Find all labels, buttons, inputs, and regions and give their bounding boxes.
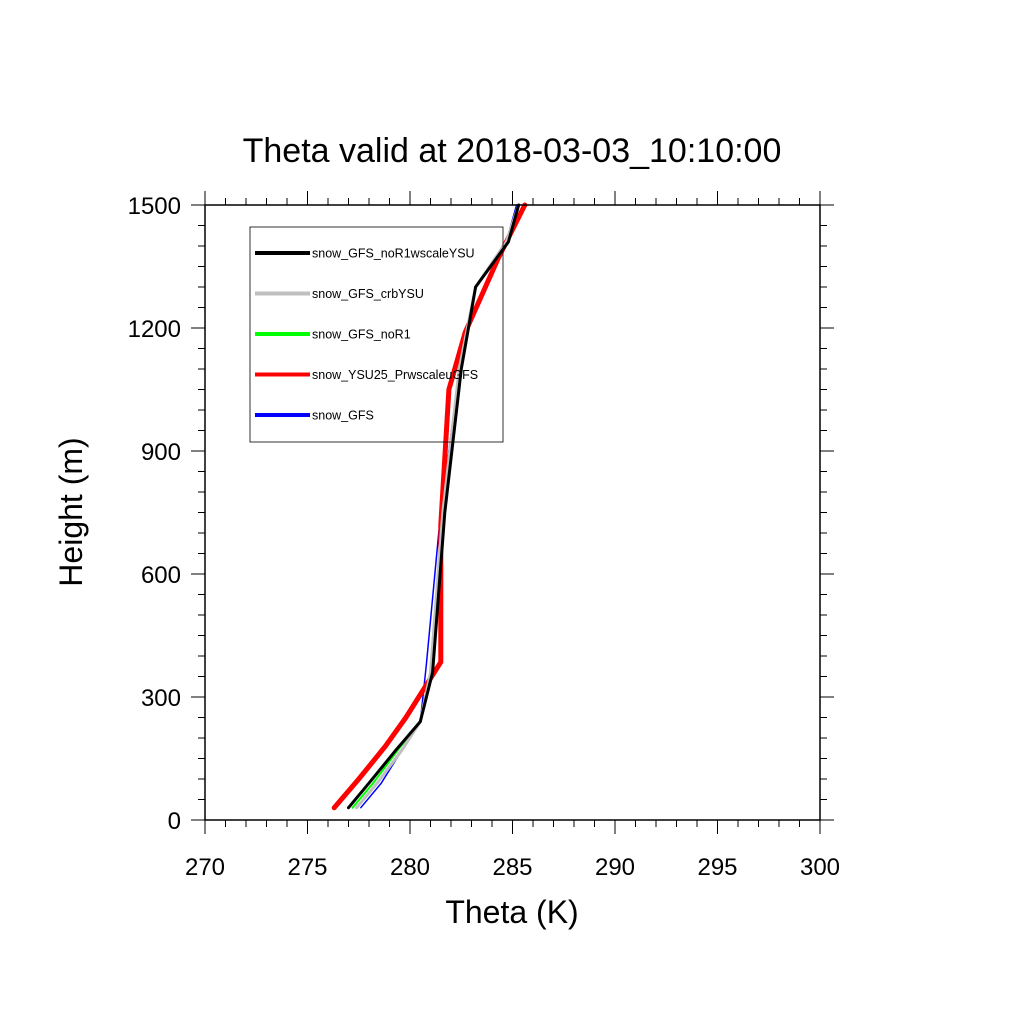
tick-layer: 270 275 280 285 290 295 300 0 300 600 900 1200 1500 — [128, 191, 840, 881]
plot-frame — [204, 204, 821, 821]
x-tick-label: 275 — [287, 854, 327, 881]
y-tick-label: 1500 — [128, 193, 181, 220]
x-tick-label: 285 — [492, 854, 532, 881]
y-axis-label: Height (m) — [53, 437, 89, 586]
x-tick-label: 295 — [697, 854, 737, 881]
y-tick-label: 300 — [141, 685, 181, 712]
legend-items: snow_GFS_noR1wscaleYSU snow_GFS_crbYSUsno… — [255, 247, 478, 423]
x-tick-label: 270 — [185, 854, 225, 881]
legend: snow_GFS_noR1wscaleYSU snow_GFS_crbYSUsno… — [249, 226, 504, 443]
legend-label: snow_GFS_crbYSU — [312, 287, 424, 301]
series-line-snow_YSU25_PrwscaleuGFS — [331, 202, 528, 811]
legend-box — [249, 226, 504, 443]
legend-label: snow_YSU25_PrwscaleuGFS — [312, 368, 478, 382]
legend-label: snow_GFS_noR1 — [312, 328, 411, 342]
x-tick-label: 300 — [800, 854, 840, 881]
y-tick-label: 900 — [141, 439, 181, 466]
series-line-snow_GFS_noR1wscaleYSU — [347, 203, 521, 810]
series-layer — [331, 202, 528, 811]
x-tick-label: 290 — [595, 854, 635, 881]
legend-label: snow_GFS_noR1wscaleYSU — [312, 247, 475, 261]
y-tick-label: 600 — [141, 562, 181, 589]
chart-title: Theta valid at 2018-03-03_10:10:00 — [243, 132, 782, 170]
y-tick-label: 1200 — [128, 316, 181, 343]
x-axis-label: Theta (K) — [445, 894, 578, 930]
legend-label: snow_GFS — [312, 409, 374, 423]
y-tick-label: 0 — [168, 808, 181, 835]
x-tick-label: 280 — [390, 854, 430, 881]
